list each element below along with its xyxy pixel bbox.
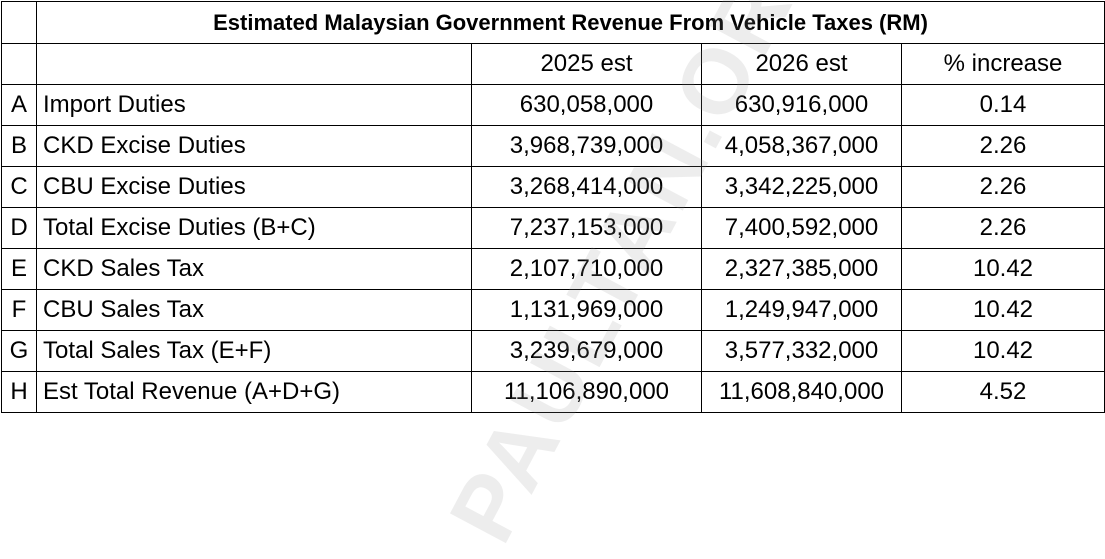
table-row: A Import Duties 630,058,000 630,916,000 …	[1, 84, 1105, 126]
row-2025-value: 2,107,710,000	[471, 248, 702, 290]
row-letter: A	[1, 84, 37, 126]
row-label: CKD Sales Tax	[36, 248, 472, 290]
header-label-cell	[36, 43, 472, 85]
row-label: Import Duties	[36, 84, 472, 126]
row-increase-value: 10.42	[900, 330, 1105, 372]
corner-cell	[1, 1, 37, 44]
table-row: E CKD Sales Tax 2,107,710,000 2,327,385,…	[1, 248, 1105, 290]
row-2025-value: 7,237,153,000	[471, 207, 702, 249]
row-increase-value: 2.26	[900, 207, 1105, 249]
row-label: CBU Sales Tax	[36, 289, 472, 331]
row-letter: H	[1, 371, 37, 413]
row-letter: C	[1, 166, 37, 208]
row-letter: F	[1, 289, 37, 331]
row-2026-value: 7,400,592,000	[701, 207, 902, 249]
row-increase-value: 2.26	[900, 166, 1105, 208]
row-increase-value: 10.42	[900, 289, 1105, 331]
table-row: H Est Total Revenue (A+D+G) 11,106,890,0…	[1, 371, 1105, 413]
row-2026-value: 1,249,947,000	[701, 289, 902, 331]
row-2025-value: 3,239,679,000	[471, 330, 702, 372]
row-letter: G	[1, 330, 37, 372]
table-row: C CBU Excise Duties 3,268,414,000 3,342,…	[1, 166, 1105, 208]
row-2026-value: 2,327,385,000	[701, 248, 902, 290]
row-2026-value: 3,577,332,000	[701, 330, 902, 372]
header-increase: % increase	[900, 43, 1105, 85]
row-letter: B	[1, 125, 37, 167]
header-row: 2025 est 2026 est % increase	[1, 43, 1105, 85]
table-row: F CBU Sales Tax 1,131,969,000 1,249,947,…	[1, 289, 1105, 331]
row-2025-value: 11,106,890,000	[471, 371, 702, 413]
row-2026-value: 11,608,840,000	[701, 371, 902, 413]
title-row: Estimated Malaysian Government Revenue F…	[1, 1, 1105, 44]
row-letter: D	[1, 207, 37, 249]
row-2025-value: 1,131,969,000	[471, 289, 702, 331]
header-letter-cell	[1, 43, 37, 85]
table-row: B CKD Excise Duties 3,968,739,000 4,058,…	[1, 125, 1105, 167]
row-label: Est Total Revenue (A+D+G)	[36, 371, 472, 413]
table-row: G Total Sales Tax (E+F) 3,239,679,000 3,…	[1, 330, 1105, 372]
row-label: CKD Excise Duties	[36, 125, 472, 167]
row-increase-value: 0.14	[900, 84, 1105, 126]
row-2025-value: 3,268,414,000	[471, 166, 702, 208]
row-increase-value: 10.42	[900, 248, 1105, 290]
header-2026: 2026 est	[701, 43, 902, 85]
revenue-table: Estimated Malaysian Government Revenue F…	[1, 1, 1105, 413]
row-increase-value: 2.26	[900, 125, 1105, 167]
row-label: Total Sales Tax (E+F)	[36, 330, 472, 372]
row-2025-value: 3,968,739,000	[471, 125, 702, 167]
row-letter: E	[1, 248, 37, 290]
row-label: Total Excise Duties (B+C)	[36, 207, 472, 249]
table-row: D Total Excise Duties (B+C) 7,237,153,00…	[1, 207, 1105, 249]
revenue-table-container: Estimated Malaysian Government Revenue F…	[1, 1, 1105, 413]
row-label: CBU Excise Duties	[36, 166, 472, 208]
row-increase-value: 4.52	[900, 371, 1105, 413]
row-2026-value: 3,342,225,000	[701, 166, 902, 208]
header-2025: 2025 est	[471, 43, 702, 85]
table-title: Estimated Malaysian Government Revenue F…	[35, 1, 1105, 44]
row-2026-value: 630,916,000	[701, 84, 902, 126]
row-2026-value: 4,058,367,000	[701, 125, 902, 167]
row-2025-value: 630,058,000	[471, 84, 702, 126]
